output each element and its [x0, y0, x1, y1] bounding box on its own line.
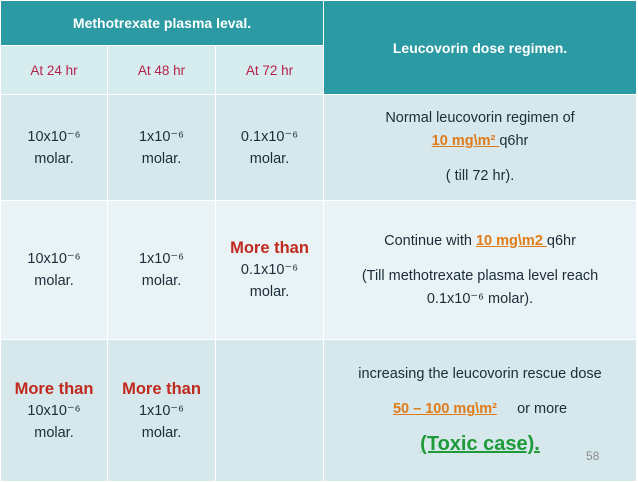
more-than-label: More than [14, 379, 94, 398]
regimen-cell: Continue with 10 mg\m2 q6hr (Till methot… [323, 200, 638, 340]
regimen-duration: ( till 72 hr). [445, 168, 515, 184]
col-48-label: At 48 hr [137, 62, 186, 78]
level-value: 1x10⁻⁶ [138, 128, 185, 145]
more-than-label: More than [122, 379, 201, 398]
level-unit: molar. [249, 284, 290, 300]
level-unit: molar. [34, 273, 74, 289]
cell-48hr: 1x10⁻⁶ molar. [107, 94, 216, 201]
level-value: 0.1x10⁻⁶ [240, 128, 299, 145]
dose-text: 10 mg\m² [431, 133, 500, 149]
dose-text: 50 – 100 mg\m² [392, 401, 497, 417]
table-row: More than 10x10⁻⁶ molar. More than 1x10⁻… [0, 339, 638, 482]
regimen-cell: increasing the leucovorin rescue dose 50… [323, 339, 638, 482]
col-24-label: At 24 hr [30, 62, 78, 78]
level-unit: molar. [249, 150, 290, 167]
level-unit: molar. [141, 150, 182, 167]
plasma-level-title: Methotrexate plasma leval. [72, 15, 252, 31]
cell-48hr: More than 1x10⁻⁶ molar. [107, 339, 216, 482]
regimen-dose-line: Continue with 10 mg\m2 q6hr [328, 230, 632, 253]
more-than-label: More than [230, 239, 309, 257]
level-value: 0.1x10⁻⁶ [240, 262, 299, 278]
page-number: 58 [586, 449, 600, 463]
level-unit: molar. [141, 273, 182, 289]
col-72-label: At 72 hr [245, 62, 294, 78]
level-unit: molar. [34, 424, 74, 441]
toxic-case-label: (Toxic case). [420, 433, 540, 455]
regimen-header: Leucovorin dose regimen. [323, 0, 638, 95]
col-header-48hr: At 48 hr [107, 45, 216, 95]
cell-24hr: 10x10⁻⁶ molar. [0, 200, 108, 340]
cell-72hr-empty [214, 339, 325, 482]
regimen-title: Leucovorin dose regimen. [392, 39, 568, 56]
regimen-text: increasing the leucovorin rescue dose [358, 366, 602, 382]
table-row: 10x10⁻⁶ molar. 1x10⁻⁶ molar. More than 0… [0, 200, 638, 340]
level-unit: molar. [34, 150, 74, 167]
level-unit: molar. [141, 424, 182, 441]
cell-48hr: 1x10⁻⁶ molar. [107, 200, 216, 340]
frequency-text: q6hr [499, 133, 529, 149]
regimen-cell: Normal leucovorin regimen of 10 mg\m² q6… [323, 94, 638, 201]
regimen-condition-end: 0.1x10⁻⁶ molar). [426, 290, 534, 307]
regimen-dose-line: 50 – 100 mg\m² or more [328, 398, 632, 421]
col-header-72hr: At 72 hr [214, 45, 325, 95]
col-header-24hr: At 24 hr [0, 45, 108, 95]
regimen-dose-line: 10 mg\m² q6hr [328, 130, 632, 153]
regimen-text: Continue with [384, 232, 476, 249]
level-value: 1x10⁻⁶ [138, 251, 185, 267]
cell-24hr: 10x10⁻⁶ molar. [0, 94, 108, 201]
cell-72hr: More than 0.1x10⁻⁶ molar. [214, 200, 325, 340]
level-value: 10x10⁻⁶ [27, 128, 81, 145]
cell-72hr: 0.1x10⁻⁶ molar. [214, 94, 325, 201]
regimen-condition: (Till methotrexate plasma level reach [361, 267, 599, 284]
table-row: 10x10⁻⁶ molar. 1x10⁻⁶ molar. 0.1x10⁻⁶ mo… [0, 94, 638, 201]
dose-text: 10 mg\m2 [475, 232, 547, 249]
level-value: 1x10⁻⁶ [138, 402, 185, 419]
level-value: 10x10⁻⁶ [27, 251, 81, 267]
cell-24hr: More than 10x10⁻⁶ molar. [0, 339, 108, 482]
frequency-text: q6hr [546, 232, 576, 249]
level-value: 10x10⁻⁶ [27, 402, 81, 419]
regimen-text: Normal leucovorin regimen of [385, 110, 575, 126]
plasma-level-header: Methotrexate plasma leval. [0, 0, 325, 46]
or-more-text: or more [517, 401, 568, 417]
